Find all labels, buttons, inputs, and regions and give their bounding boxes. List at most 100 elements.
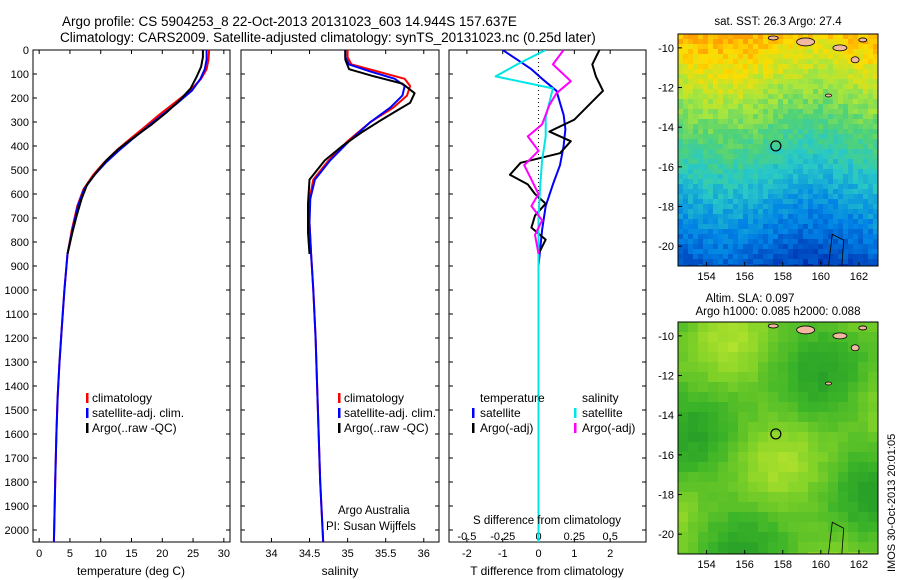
sla_map-cell: [838, 462, 849, 473]
sst_map-cell: [743, 189, 749, 195]
sst_map-cell: [763, 99, 769, 105]
sst_map-cell: [873, 244, 878, 250]
sst_map-island: [796, 37, 816, 47]
sst_map-cell: [688, 199, 694, 205]
sst_map-cell: [773, 94, 779, 100]
sst_map-cell: [803, 34, 809, 40]
sst_map-cell: [858, 249, 864, 255]
sla_map-cell: [698, 502, 709, 513]
sla_map-cell: [828, 432, 839, 443]
sla_map-cell: [848, 322, 859, 333]
sst_map-cell: [818, 254, 824, 260]
sst_map-cell: [828, 259, 834, 265]
difference-legend: temperature satellite Argo(-adj) salinit…: [472, 391, 635, 435]
sst_map-cell: [768, 39, 774, 45]
sla_map-cell: [798, 522, 809, 533]
sst_map-cell: [703, 44, 709, 50]
sst_map-cell: [713, 94, 719, 100]
temperature-xtick-label: 30: [218, 548, 230, 560]
sst_map-cell: [823, 149, 829, 155]
sst_map-cell: [798, 49, 804, 55]
sla_map-cell: [718, 502, 729, 513]
sst_map-cell: [753, 194, 759, 200]
sst_map-cell: [783, 114, 789, 120]
sst_map-cell: [698, 189, 704, 195]
sst_map-cell: [803, 129, 809, 135]
sst_map-cell: [783, 199, 789, 205]
sst_map-cell: [773, 199, 779, 205]
sst_map-cell: [863, 84, 869, 90]
sst_map-cell: [873, 164, 878, 170]
sst_map-cell: [813, 264, 819, 266]
sst_map-cell: [708, 79, 714, 85]
sst_map-cell: [688, 99, 694, 105]
sst_map-cell: [733, 39, 739, 45]
sst_map-cell: [763, 119, 769, 125]
sst_map-cell: [708, 259, 714, 265]
sla_map-cell: [798, 392, 809, 403]
sla_map-cell: [688, 402, 699, 413]
sst_map-cell: [768, 124, 774, 130]
sst_map-cell: [733, 219, 739, 225]
sst_map-cell: [718, 169, 724, 175]
sla_map-cell: [788, 472, 799, 483]
sla_map-cell: [758, 342, 769, 353]
sst_map-cell: [803, 179, 809, 185]
sst_map-cell: [848, 224, 854, 230]
sst_map-cell: [798, 94, 804, 100]
sst_map-cell: [813, 184, 819, 190]
sst_map-cell: [773, 99, 779, 105]
sst_map-cell: [853, 184, 859, 190]
differences-xtick-label: 2: [607, 548, 613, 560]
sla_map-cell: [768, 482, 779, 493]
sst_map-cell: [843, 134, 849, 140]
sst_map-cell: [793, 109, 799, 115]
sst_map-cell: [813, 34, 819, 40]
sla_map-cell: [688, 452, 699, 463]
sst_map-cell: [868, 39, 874, 45]
sst_map-cell: [683, 69, 689, 75]
sst_map-cell: [723, 239, 729, 245]
sst_map-cell: [703, 239, 709, 245]
sst_map-cell: [693, 204, 699, 210]
sst_map-cell: [738, 189, 744, 195]
sst_map-cell: [743, 119, 749, 125]
sst_map-cell: [868, 234, 874, 240]
sst_map-cell: [808, 224, 814, 230]
sst_map-cell: [723, 204, 729, 210]
sst_map-cell: [708, 214, 714, 220]
sst_map-cell: [803, 114, 809, 120]
sst_map-cell: [738, 74, 744, 80]
sst_map-cell: [688, 259, 694, 265]
sst_map-cell: [738, 214, 744, 220]
sla_map-cell: [778, 382, 789, 393]
sst_map-cell: [848, 209, 854, 215]
salinity-series-argo-raw-qc-: [307, 50, 416, 255]
sst_map-cell: [848, 64, 854, 70]
sst_map-cell: [833, 89, 839, 95]
sla_map-cell: [708, 502, 719, 513]
sst_map-cell: [823, 234, 829, 240]
sst_map-cell: [868, 239, 874, 245]
sst_map-cell: [678, 119, 684, 125]
sst_map-cell: [678, 264, 684, 266]
sst_map-cell: [703, 249, 709, 255]
sla_map-cell: [688, 502, 699, 513]
sst_map-cell: [773, 249, 779, 255]
sla_map-cell: [768, 442, 779, 453]
sst_map-cell: [748, 219, 754, 225]
sla_map-cell: [868, 382, 878, 393]
sst_map-cell: [678, 39, 684, 45]
sst_map-cell: [863, 169, 869, 175]
sst_map-cell: [778, 114, 784, 120]
sst_map-cell: [738, 144, 744, 150]
sla_map-cell: [698, 552, 709, 554]
sst_map-cell: [738, 104, 744, 110]
sst_map-cell: [863, 154, 869, 160]
sla_map-cell: [848, 552, 859, 554]
sst_map-cell: [838, 84, 844, 90]
sst_map-cell: [683, 39, 689, 45]
sla_map-cell: [678, 372, 689, 383]
sst_map-cell: [708, 249, 714, 255]
sst_map-cell: [718, 154, 724, 160]
